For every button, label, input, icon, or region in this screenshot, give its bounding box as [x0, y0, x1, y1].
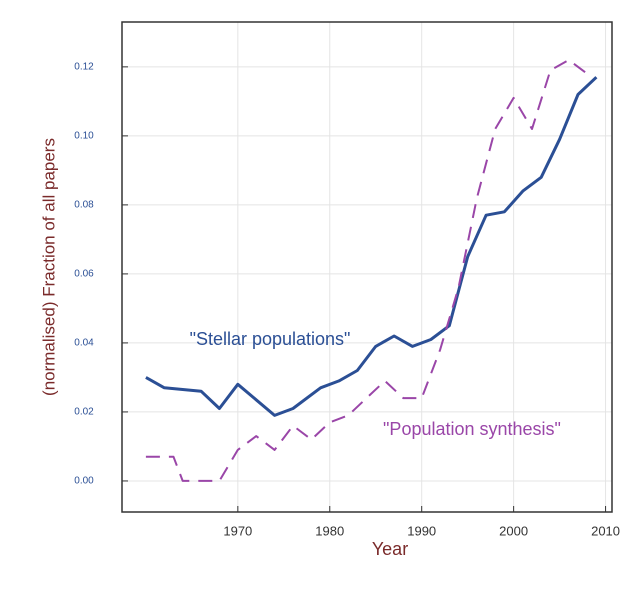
series-annotation: "Population synthesis": [383, 419, 561, 439]
x-tick-label: 1970: [223, 523, 252, 538]
plot-frame: [121, 21, 613, 513]
y-tick-label: 0.00: [74, 476, 94, 487]
y-tick-label: 0.04: [74, 338, 94, 349]
x-axis-label: Year: [372, 539, 408, 559]
x-tick-label: 2000: [499, 523, 528, 538]
y-axis-label: (normalised) Fraction of all papers: [39, 138, 58, 396]
series-line: [145, 76, 598, 417]
y-tick-label: 0.06: [74, 269, 94, 280]
y-tick-label: 0.02: [74, 407, 94, 418]
y-tick-label: 0.12: [74, 61, 94, 72]
x-tick-label: 1980: [315, 523, 344, 538]
x-tick-label: 2010: [591, 523, 620, 538]
series-line: [145, 59, 588, 482]
y-tick-label: 0.10: [74, 131, 94, 142]
x-tick-label: 1990: [407, 523, 436, 538]
series-annotation: "Stellar populations": [190, 329, 351, 349]
y-tick-label: 0.08: [74, 200, 94, 211]
